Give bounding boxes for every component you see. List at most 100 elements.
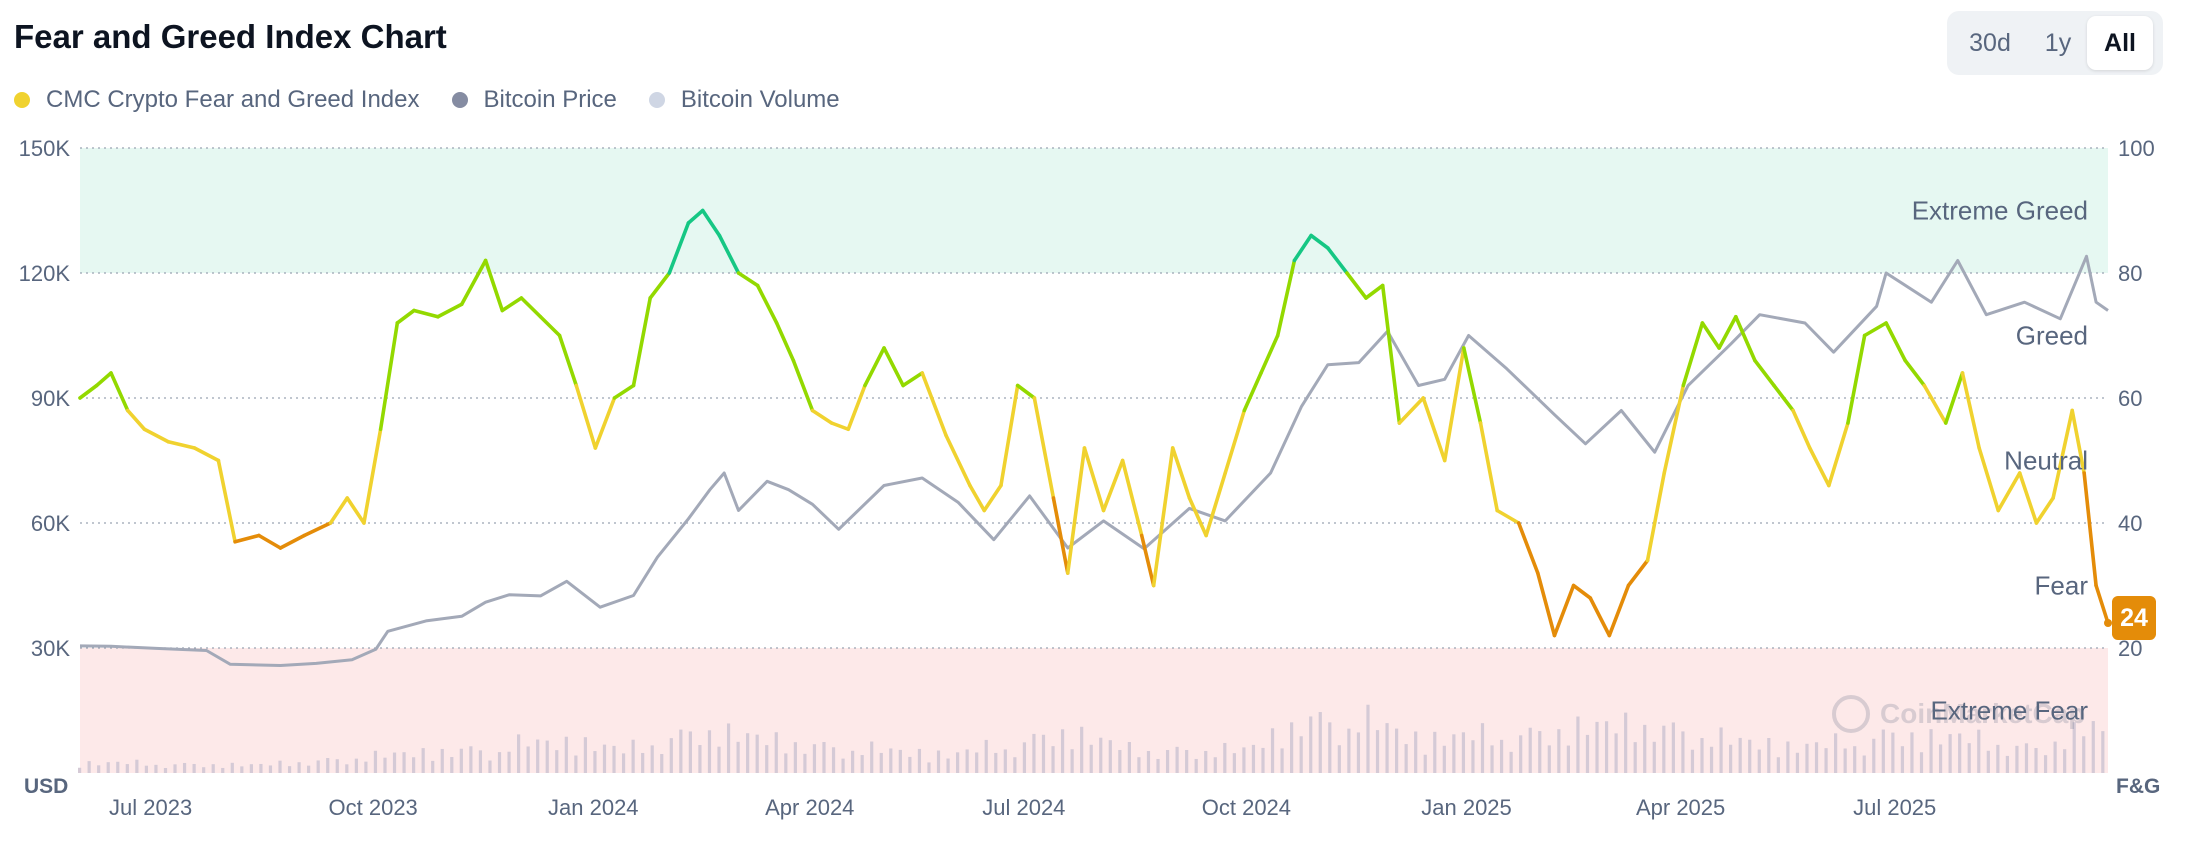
fear-greed-segment bbox=[557, 333, 579, 388]
fear-greed-segment bbox=[1827, 421, 1850, 488]
y-right-unit-label: F&G bbox=[2116, 775, 2160, 798]
fear-greed-segment bbox=[1151, 446, 1175, 588]
volume-bar bbox=[2043, 755, 2048, 773]
volume-bar bbox=[1404, 744, 1408, 773]
legend-item-bitcoin-price[interactable]: Bitcoin Price bbox=[451, 86, 617, 114]
volume-bar bbox=[746, 733, 750, 773]
fear-greed-segment bbox=[1032, 396, 1056, 500]
x-tick-label: Jul 2024 bbox=[982, 795, 1065, 820]
fear-greed-segment bbox=[192, 446, 221, 463]
volume-bar bbox=[851, 750, 855, 773]
volume-bar bbox=[125, 764, 129, 773]
zone-label: Fear bbox=[2035, 571, 2089, 601]
volume-bar bbox=[1671, 722, 1675, 773]
volume-bar bbox=[459, 748, 463, 773]
x-tick-label: Jan 2024 bbox=[548, 795, 639, 820]
zone-label: Extreme Fear bbox=[1931, 696, 2089, 726]
fear-greed-segment bbox=[233, 533, 261, 544]
fear-greed-segment bbox=[1734, 314, 1757, 363]
volume-bar bbox=[335, 759, 339, 773]
y-right-tick-label: 80 bbox=[2118, 261, 2142, 286]
volume-bar bbox=[1242, 747, 1246, 773]
fear-greed-segment bbox=[1442, 346, 1466, 463]
fear-greed-segment bbox=[362, 427, 383, 525]
legend-label: CMC Crypto Fear and Greed Index bbox=[46, 86, 420, 113]
volume-bar bbox=[1347, 728, 1351, 773]
volume-bar bbox=[660, 754, 664, 773]
volume-bar bbox=[2024, 743, 2029, 773]
fear-greed-segment bbox=[1535, 571, 1557, 638]
coinmarketcap-logo-icon bbox=[1832, 695, 1870, 733]
volume-bar bbox=[412, 757, 416, 773]
volume-bar bbox=[2101, 731, 2105, 773]
fear-greed-segment bbox=[1884, 321, 1907, 363]
volume-bar bbox=[1776, 757, 1780, 773]
volume-bar bbox=[106, 762, 110, 773]
volume-bar bbox=[688, 731, 692, 773]
fear-greed-segment bbox=[1015, 383, 1037, 400]
volume-bar bbox=[1089, 744, 1093, 773]
time-range-selector: 30d 1y All bbox=[1947, 11, 2163, 75]
fear-greed-segment bbox=[1717, 314, 1738, 350]
volume-bar bbox=[602, 744, 607, 773]
range-all-button[interactable]: All bbox=[2087, 16, 2153, 70]
volume-bar bbox=[287, 766, 292, 773]
fear-greed-segment bbox=[166, 439, 197, 450]
volume-bar bbox=[345, 764, 349, 773]
volume-bar bbox=[1433, 731, 1437, 773]
fear-greed-segment bbox=[1552, 583, 1576, 638]
volume-bar bbox=[1900, 746, 1905, 773]
zone-band bbox=[80, 648, 2108, 773]
volume-bar bbox=[1480, 723, 1485, 773]
volume-bar bbox=[1881, 729, 1885, 773]
volume-bar bbox=[936, 750, 941, 773]
volume-bar bbox=[1165, 750, 1170, 773]
volume-bar bbox=[1624, 712, 1628, 773]
x-tick-label: Apr 2024 bbox=[765, 795, 854, 820]
volume-bar bbox=[755, 734, 759, 773]
volume-bar bbox=[2063, 749, 2067, 773]
volume-bar bbox=[1948, 734, 1952, 773]
fear-greed-segment bbox=[1120, 458, 1144, 538]
volume-bar bbox=[1471, 740, 1475, 773]
volume-bar bbox=[1595, 721, 1599, 773]
fear-greed-segment bbox=[2070, 408, 2086, 475]
volume-bar bbox=[268, 765, 273, 773]
range-1y-button[interactable]: 1y bbox=[2044, 28, 2072, 57]
fear-greed-segment bbox=[500, 296, 524, 313]
volume-bar bbox=[144, 765, 149, 773]
fear-greed-segment bbox=[1996, 471, 2022, 513]
volume-bar bbox=[1633, 742, 1637, 773]
fear-greed-segment bbox=[1516, 521, 1540, 575]
volume-bar bbox=[497, 752, 502, 773]
fear-greed-segment bbox=[1380, 283, 1402, 425]
fear-greed-segment bbox=[436, 302, 464, 319]
fear-greed-segment bbox=[1364, 283, 1385, 300]
volume-bar bbox=[870, 741, 874, 773]
volume-bar bbox=[1604, 721, 1609, 773]
volume-bar bbox=[1786, 741, 1790, 773]
volume-bar bbox=[1204, 750, 1208, 773]
legend-item-fear-greed-index[interactable]: CMC Crypto Fear and Greed Index bbox=[14, 86, 420, 114]
volume-bar bbox=[163, 768, 168, 773]
fear-greed-segment bbox=[1700, 321, 1721, 350]
volume-bar bbox=[1585, 734, 1590, 773]
volume-bar bbox=[536, 739, 540, 773]
volume-bar bbox=[1290, 722, 1294, 773]
volume-bar bbox=[1070, 749, 1074, 773]
range-30d-button[interactable]: 30d bbox=[1969, 28, 2011, 57]
volume-bar bbox=[593, 751, 597, 773]
volume-bar bbox=[87, 761, 91, 773]
watermark: CoinMarketCap bbox=[1832, 695, 2085, 733]
legend-dot-icon bbox=[14, 92, 30, 108]
fear-greed-segment bbox=[755, 283, 779, 325]
volume-bar bbox=[316, 760, 320, 773]
y-right-tick-label: 60 bbox=[2118, 386, 2142, 411]
volume-bar bbox=[717, 746, 721, 773]
volume-bar bbox=[392, 752, 397, 773]
volume-bar bbox=[1318, 712, 1322, 773]
volume-bar bbox=[1232, 753, 1236, 773]
legend-item-bitcoin-volume[interactable]: Bitcoin Volume bbox=[648, 86, 840, 114]
fear-greed-segment bbox=[717, 233, 741, 275]
